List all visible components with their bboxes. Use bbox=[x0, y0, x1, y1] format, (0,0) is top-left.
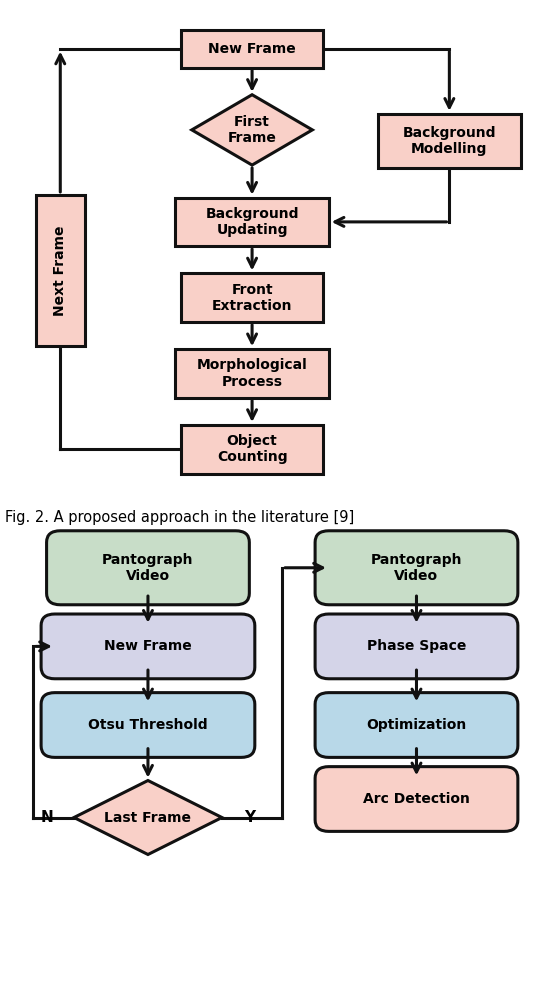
Text: Otsu Threshold: Otsu Threshold bbox=[88, 718, 208, 732]
Text: Object
Counting: Object Counting bbox=[217, 434, 287, 464]
FancyBboxPatch shape bbox=[181, 274, 323, 322]
FancyBboxPatch shape bbox=[181, 30, 323, 68]
Text: New Frame: New Frame bbox=[208, 41, 296, 56]
Text: Last Frame: Last Frame bbox=[105, 811, 191, 825]
Text: N: N bbox=[40, 810, 53, 825]
FancyBboxPatch shape bbox=[315, 767, 518, 831]
Text: Background
Updating: Background Updating bbox=[206, 207, 299, 237]
Text: Morphological
Process: Morphological Process bbox=[197, 358, 307, 389]
Text: Arc Detection: Arc Detection bbox=[363, 792, 470, 806]
FancyBboxPatch shape bbox=[181, 425, 323, 473]
Polygon shape bbox=[74, 780, 222, 854]
Text: New Frame: New Frame bbox=[104, 640, 192, 653]
Text: Fig. 2. A proposed approach in the literature [9]: Fig. 2. A proposed approach in the liter… bbox=[5, 510, 355, 525]
FancyBboxPatch shape bbox=[315, 530, 518, 605]
FancyBboxPatch shape bbox=[47, 530, 249, 605]
FancyBboxPatch shape bbox=[175, 349, 329, 398]
Text: Optimization: Optimization bbox=[367, 718, 466, 732]
FancyBboxPatch shape bbox=[41, 614, 255, 679]
FancyBboxPatch shape bbox=[315, 614, 518, 679]
Text: Pantograph
Video: Pantograph Video bbox=[371, 553, 462, 583]
Text: Pantograph
Video: Pantograph Video bbox=[102, 553, 193, 583]
FancyBboxPatch shape bbox=[315, 693, 518, 758]
Text: Next Frame: Next Frame bbox=[53, 225, 67, 316]
Text: First
Frame: First Frame bbox=[227, 115, 277, 145]
FancyBboxPatch shape bbox=[378, 113, 521, 167]
Text: Phase Space: Phase Space bbox=[367, 640, 466, 653]
Polygon shape bbox=[192, 94, 312, 165]
Text: Background
Modelling: Background Modelling bbox=[403, 126, 496, 155]
FancyBboxPatch shape bbox=[175, 198, 329, 246]
Text: Front
Extraction: Front Extraction bbox=[212, 282, 292, 313]
FancyBboxPatch shape bbox=[41, 693, 255, 758]
Text: Y: Y bbox=[244, 810, 255, 825]
FancyBboxPatch shape bbox=[36, 195, 85, 346]
